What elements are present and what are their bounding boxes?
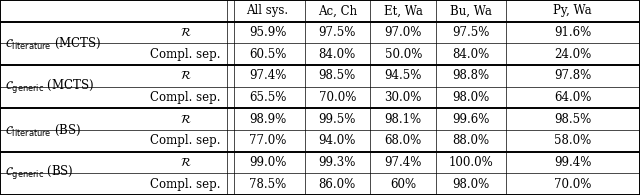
Text: 95.9%: 95.9% <box>249 26 286 39</box>
Text: 98.5%: 98.5% <box>554 113 591 126</box>
Text: 86.0%: 86.0% <box>319 178 356 191</box>
Text: $\mathcal{R}$: $\mathcal{R}$ <box>180 26 191 39</box>
Text: 97.0%: 97.0% <box>385 26 422 39</box>
Text: 50.0%: 50.0% <box>385 48 422 61</box>
Text: 77.0%: 77.0% <box>249 134 286 147</box>
Text: 98.0%: 98.0% <box>452 91 490 104</box>
Text: Et, Wa: Et, Wa <box>384 4 422 17</box>
Text: 98.8%: 98.8% <box>452 69 490 82</box>
Text: $\mathcal{R}$: $\mathcal{R}$ <box>180 69 191 82</box>
Text: 84.0%: 84.0% <box>452 48 490 61</box>
Text: 30.0%: 30.0% <box>385 91 422 104</box>
Text: 97.5%: 97.5% <box>452 26 490 39</box>
Text: $\mathcal{C}_{\mathrm{literature}}$ (MCTS): $\mathcal{C}_{\mathrm{literature}}$ (MCT… <box>5 36 101 51</box>
Text: 91.6%: 91.6% <box>554 26 591 39</box>
Text: Compl. sep.: Compl. sep. <box>150 48 221 61</box>
Text: $\mathcal{R}$: $\mathcal{R}$ <box>180 113 191 126</box>
Text: 99.6%: 99.6% <box>452 113 490 126</box>
Text: 94.0%: 94.0% <box>319 134 356 147</box>
Text: 60.5%: 60.5% <box>249 48 286 61</box>
Text: 58.0%: 58.0% <box>554 134 591 147</box>
Text: All sys.: All sys. <box>246 4 289 17</box>
Text: 70.0%: 70.0% <box>554 178 591 191</box>
Text: 88.0%: 88.0% <box>452 134 490 147</box>
Text: 97.4%: 97.4% <box>249 69 286 82</box>
Text: 24.0%: 24.0% <box>554 48 591 61</box>
Text: $\mathcal{C}_{\mathrm{literature}}$ (BS): $\mathcal{C}_{\mathrm{literature}}$ (BS) <box>5 122 81 138</box>
Text: $\mathcal{C}_{\mathrm{generic}}$ (MCTS): $\mathcal{C}_{\mathrm{generic}}$ (MCTS) <box>5 78 94 96</box>
Text: 97.4%: 97.4% <box>385 156 422 169</box>
Text: Ac, Ch: Ac, Ch <box>317 4 357 17</box>
Text: 100.0%: 100.0% <box>449 156 493 169</box>
Text: Py, Wa: Py, Wa <box>554 4 592 17</box>
Text: 99.5%: 99.5% <box>319 113 356 126</box>
Text: 64.0%: 64.0% <box>554 91 591 104</box>
Text: 84.0%: 84.0% <box>319 48 356 61</box>
Text: 99.0%: 99.0% <box>249 156 286 169</box>
Text: 68.0%: 68.0% <box>385 134 422 147</box>
Text: 99.4%: 99.4% <box>554 156 591 169</box>
Text: Compl. sep.: Compl. sep. <box>150 134 221 147</box>
Text: Bu, Wa: Bu, Wa <box>450 4 492 17</box>
Text: Compl. sep.: Compl. sep. <box>150 91 221 104</box>
Text: 78.5%: 78.5% <box>249 178 286 191</box>
Text: 94.5%: 94.5% <box>385 69 422 82</box>
Text: $\mathcal{R}$: $\mathcal{R}$ <box>180 156 191 169</box>
Text: 99.3%: 99.3% <box>319 156 356 169</box>
Text: Compl. sep.: Compl. sep. <box>150 178 221 191</box>
Text: 97.5%: 97.5% <box>319 26 356 39</box>
Text: 98.0%: 98.0% <box>452 178 490 191</box>
Text: $\mathcal{C}_{\mathrm{generic}}$ (BS): $\mathcal{C}_{\mathrm{generic}}$ (BS) <box>5 164 74 182</box>
Text: 60%: 60% <box>390 178 416 191</box>
Text: 65.5%: 65.5% <box>249 91 286 104</box>
Text: 70.0%: 70.0% <box>319 91 356 104</box>
Text: 98.9%: 98.9% <box>249 113 286 126</box>
Text: 98.5%: 98.5% <box>319 69 356 82</box>
Text: 97.8%: 97.8% <box>554 69 591 82</box>
Text: 98.1%: 98.1% <box>385 113 422 126</box>
